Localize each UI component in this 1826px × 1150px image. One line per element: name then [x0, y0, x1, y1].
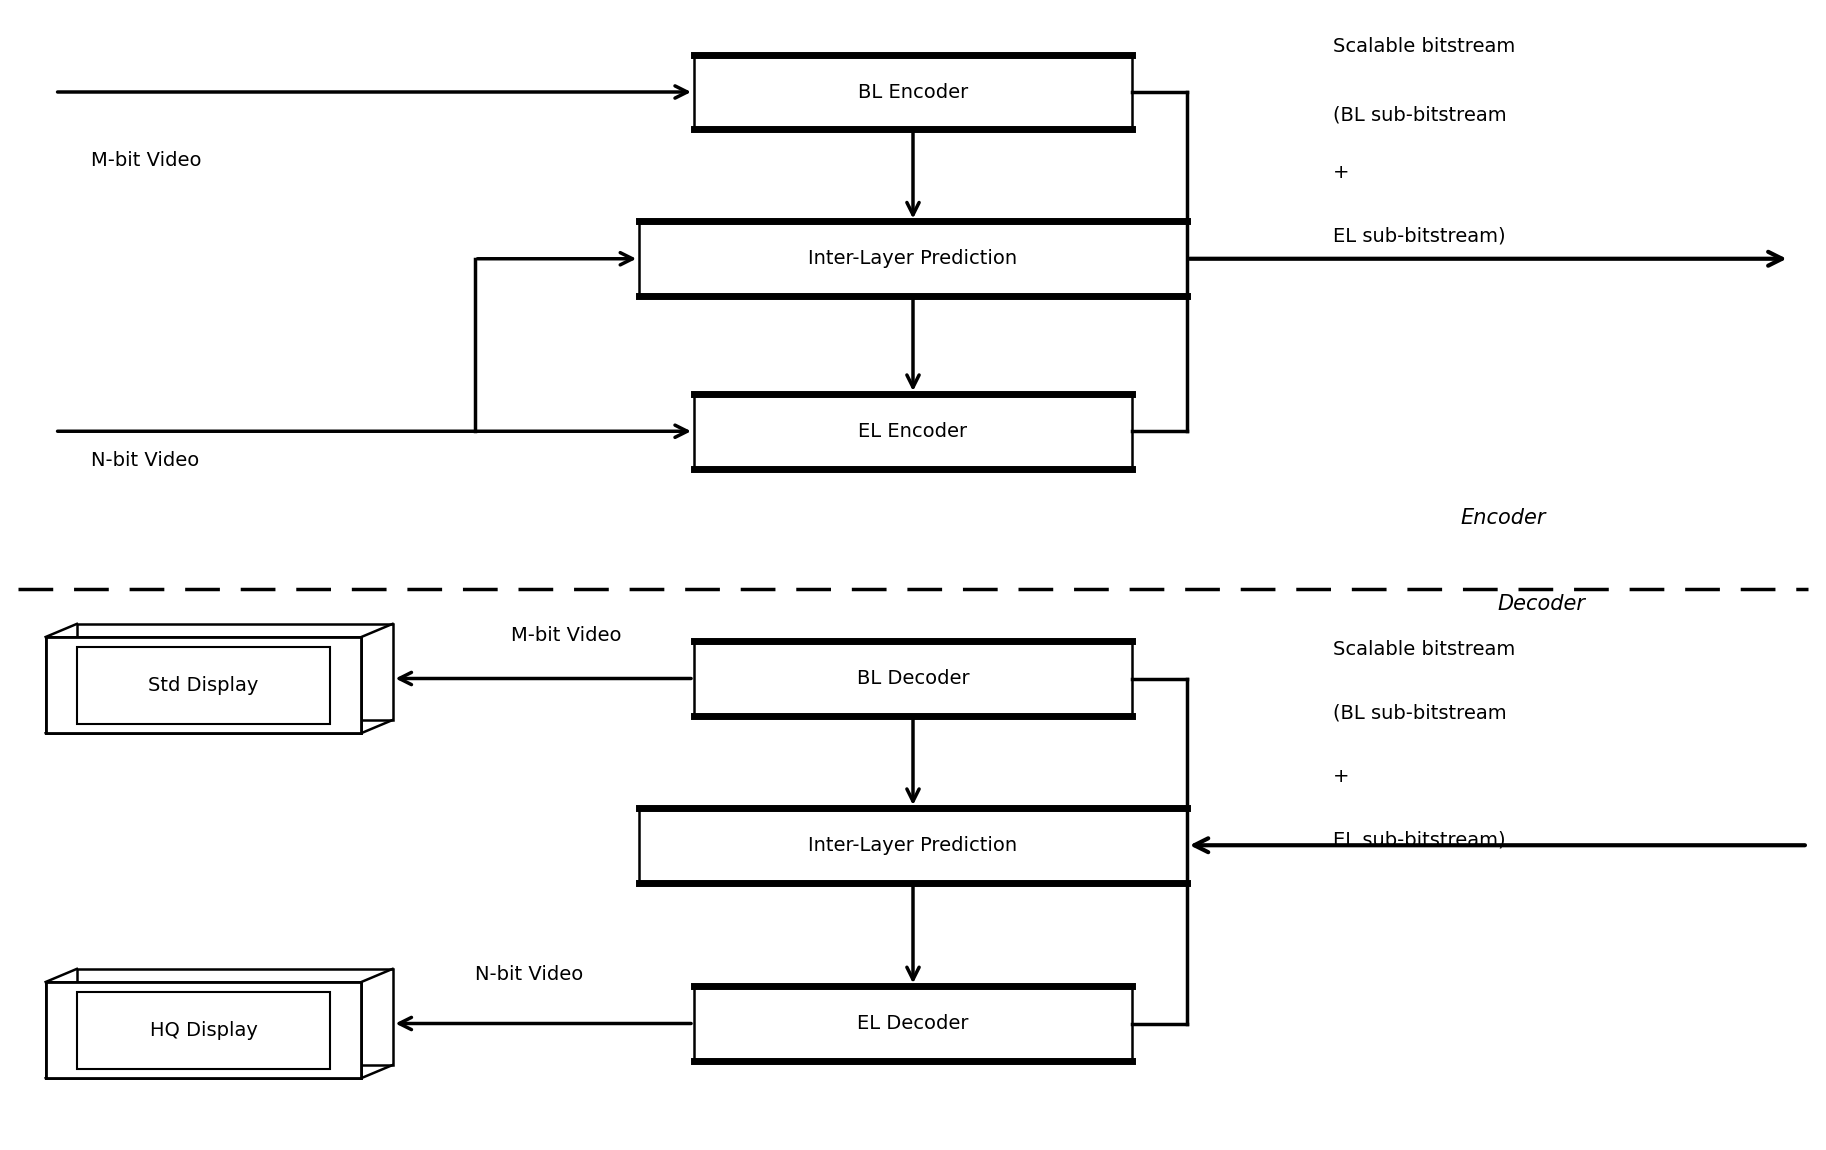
- Bar: [77, 623, 393, 720]
- Bar: [639, 807, 1187, 883]
- Text: Scalable bitstream: Scalable bitstream: [1333, 37, 1516, 55]
- Text: EL sub-bitstream): EL sub-bitstream): [1333, 830, 1506, 849]
- Text: Inter-Layer Prediction: Inter-Layer Prediction: [809, 250, 1017, 268]
- Bar: [46, 982, 362, 1079]
- Bar: [46, 982, 362, 1079]
- Bar: [694, 393, 1132, 469]
- Bar: [46, 637, 362, 734]
- Text: M-bit Video: M-bit Video: [91, 152, 203, 170]
- Text: EL Encoder: EL Encoder: [858, 422, 968, 440]
- Text: +: +: [1333, 163, 1349, 182]
- Text: HQ Display: HQ Display: [150, 1020, 257, 1040]
- Text: EL Decoder: EL Decoder: [856, 1014, 970, 1033]
- Bar: [694, 642, 1132, 715]
- Text: BL Decoder: BL Decoder: [856, 669, 970, 688]
- Bar: [694, 986, 1132, 1060]
- Text: Scalable bitstream: Scalable bitstream: [1333, 641, 1516, 659]
- Text: EL sub-bitstream): EL sub-bitstream): [1333, 227, 1506, 245]
- Text: Decoder: Decoder: [1497, 593, 1585, 614]
- Bar: [46, 637, 362, 734]
- Text: Encoder: Encoder: [1461, 507, 1547, 528]
- Text: (BL sub-bitstream: (BL sub-bitstream: [1333, 704, 1506, 722]
- Text: Inter-Layer Prediction: Inter-Layer Prediction: [809, 836, 1017, 854]
- Bar: [77, 991, 331, 1068]
- Bar: [639, 221, 1187, 296]
- Text: N-bit Video: N-bit Video: [475, 965, 582, 984]
- Text: M-bit Video: M-bit Video: [511, 626, 623, 645]
- Bar: [77, 968, 393, 1065]
- Bar: [77, 646, 331, 723]
- Text: (BL sub-bitstream: (BL sub-bitstream: [1333, 106, 1506, 124]
- Bar: [694, 54, 1132, 129]
- Text: N-bit Video: N-bit Video: [91, 451, 199, 469]
- Text: Std Display: Std Display: [148, 675, 259, 695]
- Text: +: +: [1333, 767, 1349, 785]
- Text: BL Encoder: BL Encoder: [858, 83, 968, 101]
